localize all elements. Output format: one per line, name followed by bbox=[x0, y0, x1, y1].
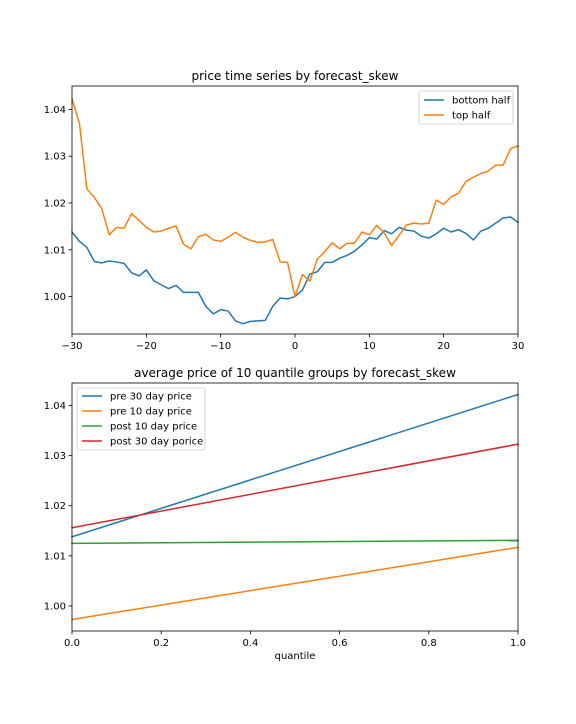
series-line-post-10-day-price bbox=[71, 539, 519, 545]
y-axis: 1.00 1.01 1.02 1.03 1.04 bbox=[44, 401, 72, 612]
x-tick-label: 0.8 bbox=[421, 638, 437, 649]
axes-frame bbox=[71, 382, 519, 632]
series-line-top-half bbox=[71, 98, 519, 298]
x-tick-label: 0 bbox=[292, 341, 298, 352]
chart-title: average price of 10 quantile groups by f… bbox=[134, 366, 456, 380]
series-line-pre-10-day-price bbox=[71, 546, 519, 621]
quantile-chart: average price of 10 quantile groups by f… bbox=[44, 366, 526, 662]
x-tick-label: 0.2 bbox=[153, 638, 169, 649]
y-tick-label: 1.02 bbox=[44, 501, 66, 512]
y-axis: 1.00 1.01 1.02 1.03 1.04 bbox=[44, 105, 72, 303]
legend-label-post-10-day: post 10 day price bbox=[110, 422, 197, 433]
y-tick-label: 1.03 bbox=[44, 451, 66, 462]
legend: bottom half top half bbox=[418, 90, 514, 125]
chart-title: price time series by forecast_skew bbox=[192, 69, 399, 83]
y-tick-label: 1.01 bbox=[44, 245, 66, 256]
x-tick-label: 0.0 bbox=[64, 638, 80, 649]
legend-label-pre-10-day: pre 10 day price bbox=[110, 407, 192, 418]
y-tick-label: 1.03 bbox=[44, 152, 66, 163]
x-tick-label: −30 bbox=[61, 341, 82, 352]
y-tick-label: 1.04 bbox=[44, 105, 66, 116]
x-tick-label: −10 bbox=[210, 341, 231, 352]
series-layer bbox=[71, 393, 519, 621]
x-tick-label: 0.6 bbox=[332, 638, 348, 649]
x-tick-label: 30 bbox=[512, 341, 525, 352]
y-tick-label: 1.00 bbox=[44, 292, 66, 303]
y-tick-label: 1.01 bbox=[44, 551, 66, 562]
y-tick-label: 1.00 bbox=[44, 601, 66, 612]
x-axis-label: quantile bbox=[275, 651, 316, 662]
y-tick-label: 1.02 bbox=[44, 198, 66, 209]
y-tick-label: 1.04 bbox=[44, 401, 66, 412]
legend-label-bottom-half: bottom half bbox=[452, 96, 511, 107]
x-tick-label: 20 bbox=[437, 341, 450, 352]
x-tick-label: −20 bbox=[136, 341, 157, 352]
x-tick-label: 10 bbox=[363, 341, 376, 352]
time-series-chart: price time series by forecast_skew −30 −2… bbox=[44, 69, 525, 352]
legend: pre 30 day price pre 10 day price post 1… bbox=[76, 387, 206, 451]
series-line-post-30-day-porice bbox=[71, 443, 519, 529]
legend-label-post-30-day: post 30 day porice bbox=[110, 437, 203, 448]
x-tick-label: 0.4 bbox=[242, 638, 258, 649]
legend-label-pre-30-day: pre 30 day price bbox=[110, 392, 192, 403]
series-layer bbox=[70, 98, 520, 325]
legend-label-top-half: top half bbox=[452, 111, 491, 122]
x-axis: 0.0 0.2 0.4 0.6 0.8 1.0 bbox=[64, 631, 526, 649]
x-tick-label: 1.0 bbox=[510, 638, 526, 649]
legend-box bbox=[76, 387, 206, 451]
x-axis: −30 −20 −10 0 10 20 30 bbox=[61, 334, 524, 352]
